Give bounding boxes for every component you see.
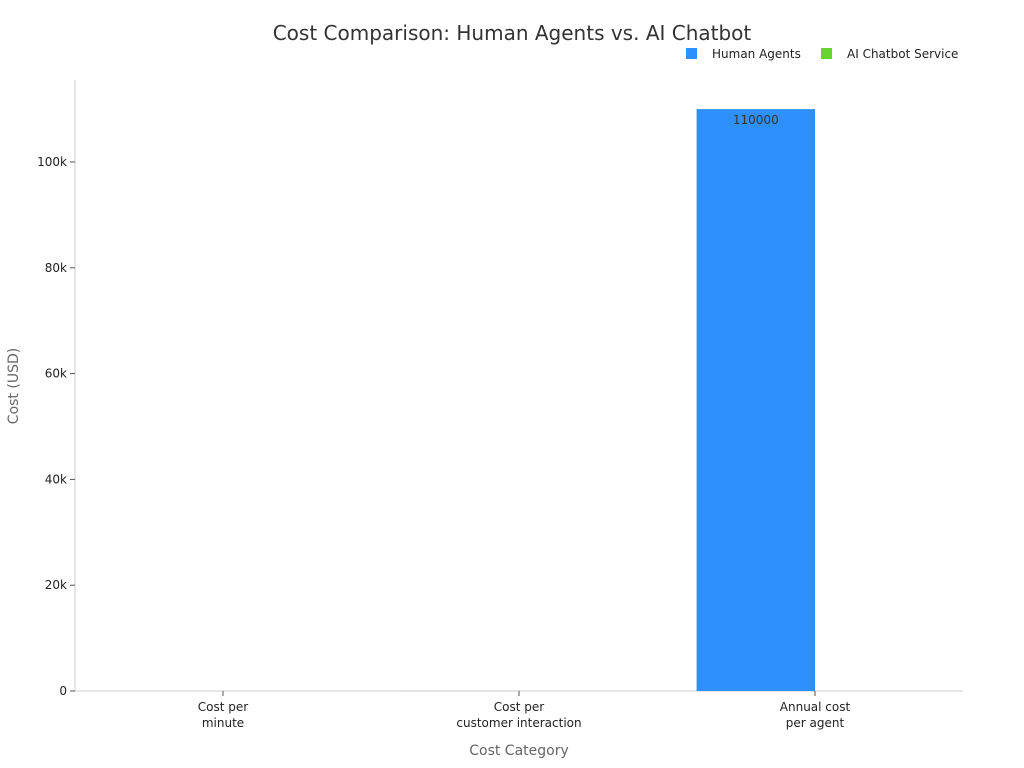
x-tick-label: Cost per minute [198, 700, 248, 730]
y-axis-title: Cost (USD) [6, 348, 22, 424]
data-label: 110000 [733, 113, 779, 127]
x-tick-label-line: minute [202, 716, 244, 730]
y-tick-label: 80k [45, 261, 67, 275]
y-tick-label: 20k [45, 578, 67, 592]
x-tick-label-line: customer interaction [456, 716, 581, 730]
legend-label: AI Chatbot Service [847, 47, 958, 61]
x-axis-ticks: Cost per minute Cost per customer interacti… [198, 691, 851, 730]
x-tick-label-line: Cost per [198, 700, 248, 714]
data-labels: 110000 [733, 113, 779, 127]
chart-title: Cost Comparison: Human Agents vs. AI Cha… [273, 21, 752, 45]
bar [696, 109, 815, 692]
x-tick-label-line: Annual cost [780, 700, 851, 714]
y-axis-ticks: 0 20k 40k 60k 80k 100k [37, 155, 75, 698]
legend-swatch [821, 48, 832, 59]
y-tick-label: 0 [59, 684, 67, 698]
x-tick-label: Annual cost per agent [780, 700, 851, 730]
legend-swatch [686, 48, 697, 59]
x-tick-label-line: per agent [786, 716, 845, 730]
x-axis-title: Cost Category [469, 743, 569, 759]
y-tick-label: 100k [37, 155, 67, 169]
y-tick-label: 40k [45, 472, 67, 486]
legend: Human Agents AI Chatbot Service [686, 47, 958, 61]
bars [104, 109, 815, 692]
y-tick-label: 60k [45, 367, 67, 381]
x-tick-label-line: Cost per [494, 700, 544, 714]
x-tick-label: Cost per customer interaction [456, 700, 581, 730]
legend-label: Human Agents [712, 47, 801, 61]
